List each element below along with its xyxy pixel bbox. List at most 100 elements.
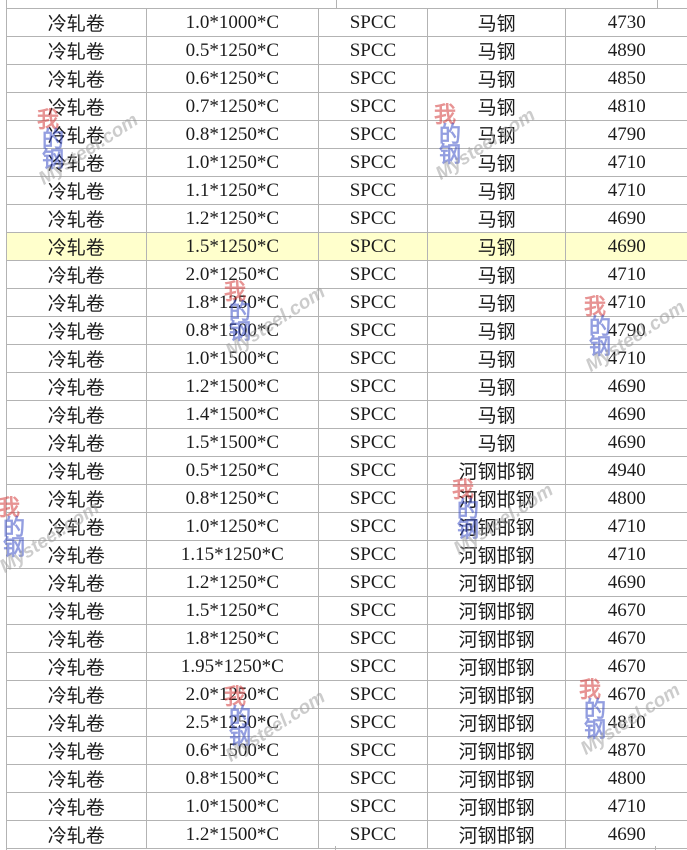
table-row[interactable]: 冷轧卷 2.5*1250*C SPCC 河钢邯钢 4810 xyxy=(6,708,687,737)
cell-product: 冷轧卷 xyxy=(6,680,147,709)
table-row[interactable]: 冷轧卷 2.0*1250*C SPCC 马钢 4710 xyxy=(6,260,687,289)
cell-grade: SPCC xyxy=(318,708,428,737)
cell-grade: SPCC xyxy=(318,372,428,401)
cell-price: 4690 xyxy=(565,232,687,261)
cell-product: 冷轧卷 xyxy=(6,624,147,653)
cell-grade: SPCC xyxy=(318,288,428,317)
table-row[interactable]: 冷轧卷 1.8*1250*C SPCC 马钢 4710 xyxy=(6,288,687,317)
cell-grade: SPCC xyxy=(318,176,428,205)
cell-spec: 0.5*1250*C xyxy=(146,36,320,65)
table-row[interactable]: 冷轧卷 0.6*1250*C SPCC 马钢 4850 xyxy=(6,64,687,93)
cell-price: 4710 xyxy=(565,512,687,541)
cell-price: 4890 xyxy=(565,36,687,65)
table-row[interactable]: 冷轧卷 0.6*1500*C SPCC 河钢邯钢 4870 xyxy=(6,736,687,765)
cell-product: 冷轧卷 xyxy=(6,36,147,65)
table-row[interactable]: 冷轧卷 1.5*1250*C SPCC 河钢邯钢 4670 xyxy=(6,596,687,625)
grid-line xyxy=(655,846,656,850)
table-row[interactable]: 冷轧卷 1.0*1250*C SPCC 马钢 4710 xyxy=(6,148,687,177)
cell-grade: SPCC xyxy=(318,232,428,261)
cell-spec: 1.2*1250*C xyxy=(146,568,320,597)
cell-mill: 河钢邯钢 xyxy=(427,680,567,709)
cell-price: 4710 xyxy=(565,148,687,177)
table-row[interactable]: 冷轧卷 0.8*1500*C SPCC 河钢邯钢 4800 xyxy=(6,764,687,793)
table-row[interactable]: 冷轧卷 1.0*1000*C SPCC 马钢 4730 xyxy=(6,8,687,37)
cell-spec: 0.7*1250*C xyxy=(146,92,320,121)
table-row[interactable]: 冷轧卷 1.8*1250*C SPCC 河钢邯钢 4670 xyxy=(6,624,687,653)
table-row[interactable]: 冷轧卷 1.2*1250*C SPCC 河钢邯钢 4690 xyxy=(6,568,687,597)
cell-price: 4710 xyxy=(565,260,687,289)
table-row[interactable]: 冷轧卷 1.5*1500*C SPCC 马钢 4690 xyxy=(6,428,687,457)
cell-mill: 河钢邯钢 xyxy=(427,624,567,653)
table-row[interactable]: 冷轧卷 1.0*1500*C SPCC 河钢邯钢 4710 xyxy=(6,792,687,821)
table-row[interactable]: 冷轧卷 0.8*1500*C SPCC 马钢 4790 xyxy=(6,316,687,345)
cell-product: 冷轧卷 xyxy=(6,8,147,37)
cell-product: 冷轧卷 xyxy=(6,288,147,317)
cell-grade: SPCC xyxy=(318,148,428,177)
cell-price: 4670 xyxy=(565,680,687,709)
cell-product: 冷轧卷 xyxy=(6,428,147,457)
cell-mill: 河钢邯钢 xyxy=(427,652,567,681)
cell-product: 冷轧卷 xyxy=(6,736,147,765)
cell-mill: 河钢邯钢 xyxy=(427,792,567,821)
table-row[interactable]: 冷轧卷 1.0*1500*C SPCC 马钢 4710 xyxy=(6,344,687,373)
table-row[interactable]: 冷轧卷 1.2*1500*C SPCC 马钢 4690 xyxy=(6,372,687,401)
cell-grade: SPCC xyxy=(318,92,428,121)
table-row[interactable]: 冷轧卷 1.95*1250*C SPCC 河钢邯钢 4670 xyxy=(6,652,687,681)
cell-product: 冷轧卷 xyxy=(6,764,147,793)
cell-grade: SPCC xyxy=(318,344,428,373)
table-row[interactable]: 冷轧卷 0.8*1250*C SPCC 河钢邯钢 4800 xyxy=(6,484,687,513)
cell-mill: 河钢邯钢 xyxy=(427,540,567,569)
cell-price: 4870 xyxy=(565,736,687,765)
cell-mill: 河钢邯钢 xyxy=(427,820,567,849)
table-row[interactable]: 冷轧卷 2.0*1250*C SPCC 河钢邯钢 4670 xyxy=(6,680,687,709)
cell-product: 冷轧卷 xyxy=(6,64,147,93)
cell-spec: 0.8*1500*C xyxy=(146,764,320,793)
cell-price: 4690 xyxy=(565,400,687,429)
cell-mill: 河钢邯钢 xyxy=(427,484,567,513)
cell-product: 冷轧卷 xyxy=(6,316,147,345)
cell-spec: 0.5*1250*C xyxy=(146,456,320,485)
cell-price: 4710 xyxy=(565,792,687,821)
table-row[interactable]: 冷轧卷 1.1*1250*C SPCC 马钢 4710 xyxy=(6,176,687,205)
price-table-body: 冷轧卷 1.0*1000*C SPCC 马钢 4730 冷轧卷 0.5*1250*C SPCC… xyxy=(6,8,687,849)
cell-spec: 0.6*1250*C xyxy=(146,64,320,93)
cell-price: 4670 xyxy=(565,596,687,625)
table-row[interactable]: 冷轧卷 0.8*1250*C SPCC 马钢 4790 xyxy=(6,120,687,149)
table-row[interactable]: 冷轧卷 1.2*1500*C SPCC 河钢邯钢 4690 xyxy=(6,820,687,849)
cell-price: 4850 xyxy=(565,64,687,93)
table-row[interactable]: 冷轧卷 1.0*1250*C SPCC 河钢邯钢 4710 xyxy=(6,512,687,541)
table-row[interactable]: 冷轧卷 0.5*1250*C SPCC 马钢 4890 xyxy=(6,36,687,65)
cell-spec: 1.8*1250*C xyxy=(146,288,320,317)
cell-mill: 马钢 xyxy=(427,260,567,289)
cell-mill: 马钢 xyxy=(427,64,567,93)
cell-price: 4810 xyxy=(565,708,687,737)
cell-grade: SPCC xyxy=(318,512,428,541)
cell-grade: SPCC xyxy=(318,484,428,513)
cell-price: 4940 xyxy=(565,456,687,485)
cell-product: 冷轧卷 xyxy=(6,820,147,849)
table-row[interactable]: 冷轧卷 1.2*1250*C SPCC 马钢 4690 xyxy=(6,204,687,233)
cell-grade: SPCC xyxy=(318,652,428,681)
table-row[interactable]: 冷轧卷 1.15*1250*C SPCC 河钢邯钢 4710 xyxy=(6,540,687,569)
cell-mill: 马钢 xyxy=(427,92,567,121)
cell-grade: SPCC xyxy=(318,540,428,569)
cell-grade: SPCC xyxy=(318,204,428,233)
cell-mill: 马钢 xyxy=(427,372,567,401)
cell-price: 4690 xyxy=(565,820,687,849)
cell-product: 冷轧卷 xyxy=(6,344,147,373)
cell-mill: 马钢 xyxy=(427,148,567,177)
table-row[interactable]: 冷轧卷 1.5*1250*C SPCC 马钢 4690 xyxy=(6,232,687,261)
cell-product: 冷轧卷 xyxy=(6,120,147,149)
cell-price: 4800 xyxy=(565,764,687,793)
cell-mill: 马钢 xyxy=(427,316,567,345)
cell-mill: 马钢 xyxy=(427,288,567,317)
cell-grade: SPCC xyxy=(318,624,428,653)
grid-line xyxy=(336,0,337,8)
table-row[interactable]: 冷轧卷 0.7*1250*C SPCC 马钢 4810 xyxy=(6,92,687,121)
cell-spec: 0.6*1500*C xyxy=(146,736,320,765)
table-row[interactable]: 冷轧卷 1.4*1500*C SPCC 马钢 4690 xyxy=(6,400,687,429)
table-row[interactable]: 冷轧卷 0.5*1250*C SPCC 河钢邯钢 4940 xyxy=(6,456,687,485)
cell-spec: 1.0*1500*C xyxy=(146,344,320,373)
cell-product: 冷轧卷 xyxy=(6,596,147,625)
cell-spec: 1.5*1250*C xyxy=(146,232,320,261)
